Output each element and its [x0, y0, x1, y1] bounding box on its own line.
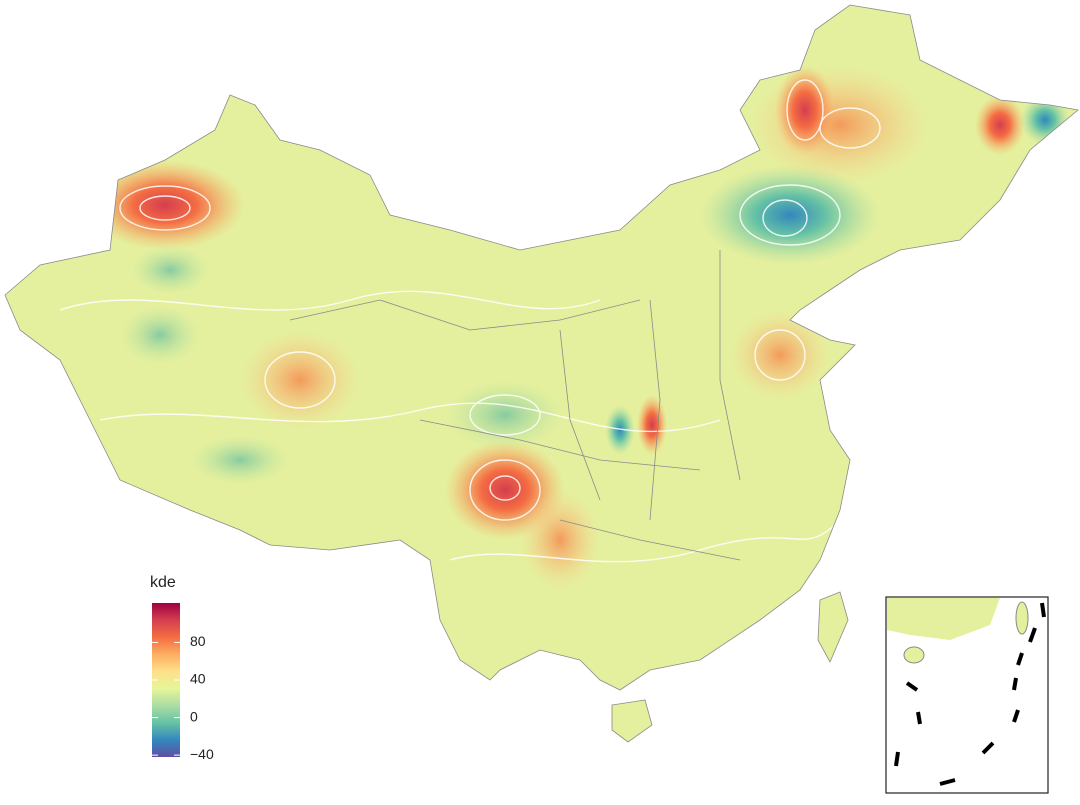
legend-title: kde [150, 574, 176, 591]
tick-label: −40 [190, 746, 214, 762]
inset-map [885, 596, 1049, 794]
province-borders [289, 250, 741, 561]
tick-label: 40 [190, 671, 206, 687]
tick-label: 0 [190, 708, 198, 724]
tick-label: 80 [190, 633, 206, 649]
